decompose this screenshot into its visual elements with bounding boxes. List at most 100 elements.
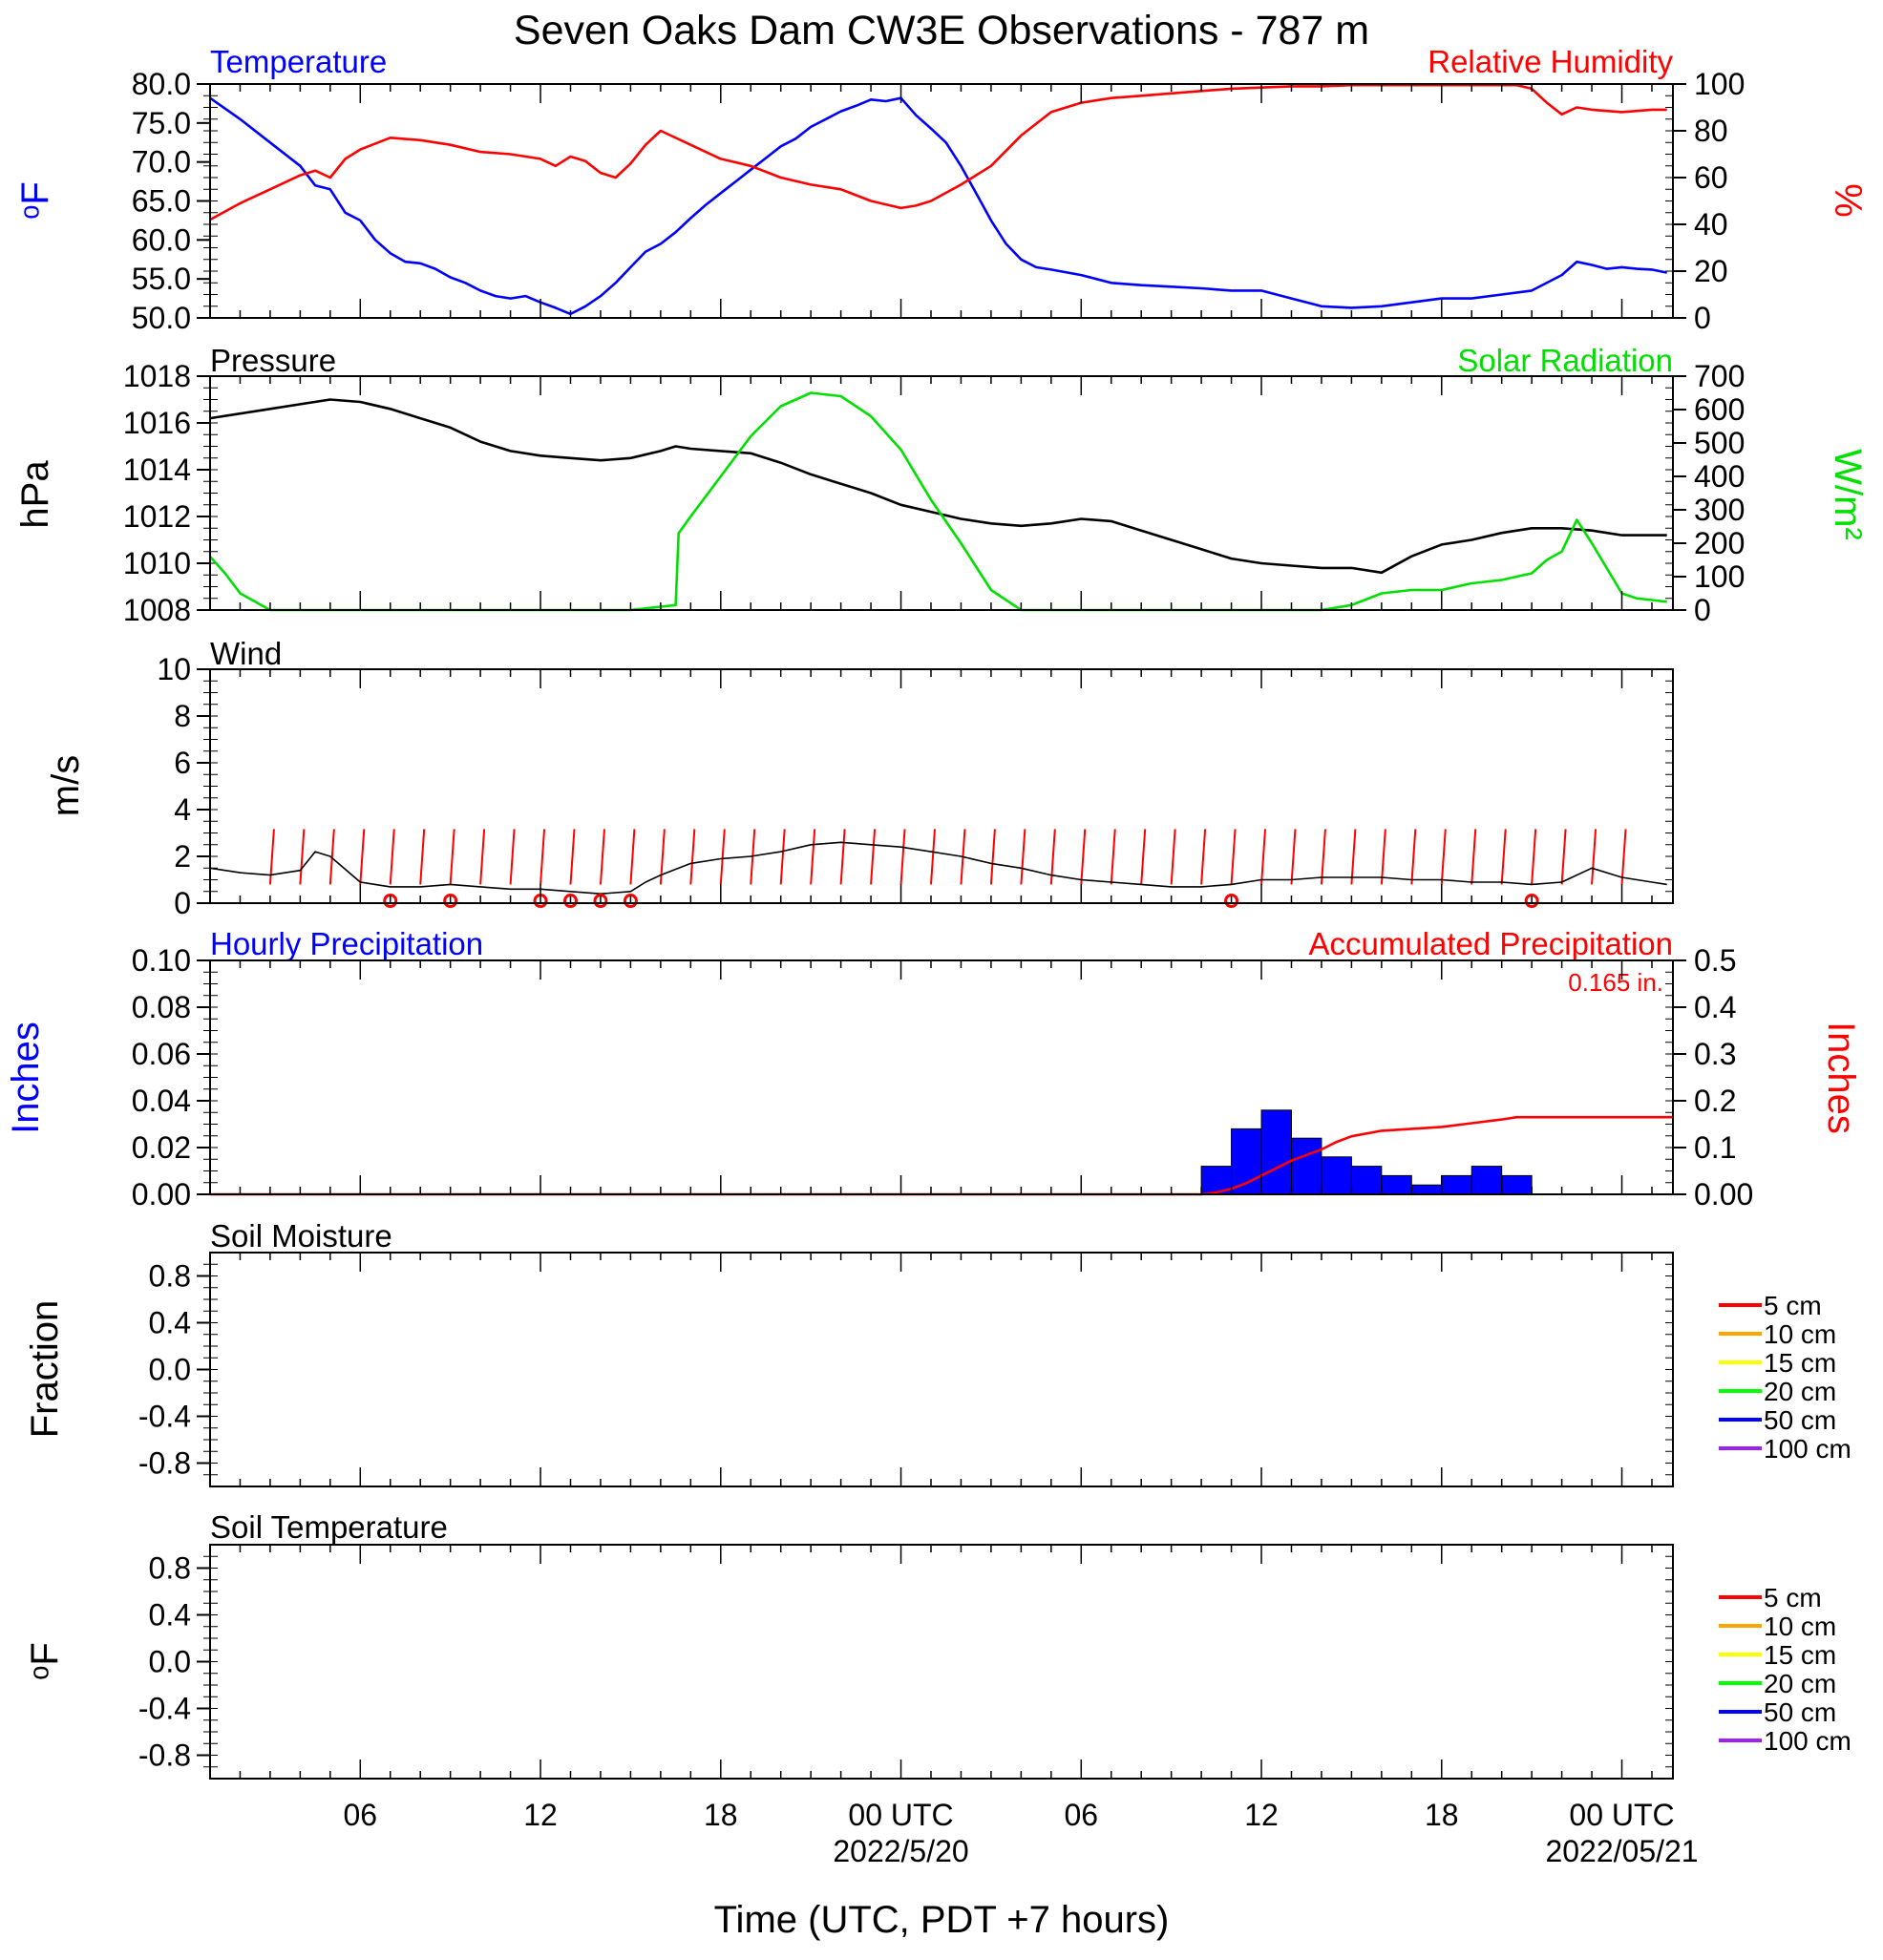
wind-barb	[1230, 829, 1237, 885]
chart-title: Seven Oaks Dam CW3E Observations - 787 m	[514, 8, 1369, 53]
calm-marker	[1524, 894, 1539, 909]
y-right-tick-label: 400	[1694, 459, 1745, 494]
precip-bar	[1410, 1184, 1443, 1195]
pressure-solar-panel: Pressure Solar Radiation hPa W/m² 101810…	[14, 343, 1869, 627]
y-right-tick-label: 300	[1694, 493, 1745, 527]
y-tick-label: 0.10	[132, 943, 191, 978]
y-tick-label: 75.0	[132, 106, 191, 140]
y-right-tick-label: 80	[1694, 114, 1728, 148]
wind-panel: Wind m/s 10 8 6 4 2 0	[45, 636, 1674, 920]
x-tick-label: 12	[523, 1798, 558, 1832]
wind-barb	[1020, 829, 1026, 885]
wind-barb	[1350, 829, 1357, 885]
legend-label: 100 cm	[1764, 1726, 1851, 1756]
y-tick-label: 0	[174, 886, 191, 920]
y-right-tick-label: 0.1	[1694, 1130, 1736, 1165]
wind-speed-line	[209, 841, 1667, 896]
relative-humidity-line	[209, 83, 1667, 221]
hourly-precip-bars	[1200, 1109, 1533, 1195]
soil-temperature-title: Soil Temperature	[210, 1509, 448, 1545]
soil-moisture-title: Soil Moisture	[210, 1218, 392, 1254]
precip-bar	[1321, 1156, 1352, 1195]
soil-temperature-axis-label: ᵒF	[24, 1642, 66, 1680]
y-tick-label: 0.4	[149, 1598, 191, 1633]
wind-barb	[1410, 829, 1417, 885]
pressure-solar-lines	[209, 391, 1667, 612]
humidity-y-ticks: 100 80 60 40 20 0	[1673, 67, 1745, 335]
y-tick-label: 0.06	[132, 1037, 191, 1071]
temperature-humidity-panel: Temperature Relative Humidity ᵒF % 80.0 7…	[14, 44, 1869, 335]
humidity-axis-label: %	[1827, 183, 1869, 218]
temperature-y-ticks: 80.0 75.0 70.0 65.060.0 55.0 50.0	[132, 67, 1673, 335]
y-tick-label: 0.08	[132, 990, 191, 1024]
solar-radiation-line	[209, 391, 1667, 612]
y-right-tick-label: 0.3	[1694, 1037, 1736, 1071]
legend-label: 100 cm	[1764, 1434, 1851, 1464]
wind-barb	[719, 829, 726, 885]
y-tick-label: 70.0	[132, 145, 191, 179]
y-tick-label: 10	[157, 652, 191, 686]
pressure-line	[209, 398, 1667, 575]
legend-label: 50 cm	[1764, 1405, 1836, 1435]
soil-moisture-frame	[209, 1252, 1674, 1487]
wind-line	[209, 841, 1667, 896]
precip-left-axis-label: Inches	[5, 1022, 47, 1134]
wind-barb	[1260, 829, 1267, 885]
x-tick-label: 06	[343, 1798, 377, 1832]
y-tick-label: 1014	[123, 453, 191, 487]
x-tick-label: 18	[1425, 1798, 1459, 1832]
y-tick-label: 1010	[123, 546, 191, 580]
y-tick-label: 0.0	[149, 1353, 191, 1387]
legend-label: 5 cm	[1764, 1291, 1822, 1320]
wind-barb	[1170, 829, 1176, 885]
calm-marker	[443, 894, 458, 909]
wind-barb	[268, 829, 275, 885]
wind-barb	[779, 829, 786, 885]
y-right-tick-label: 0.4	[1694, 990, 1736, 1024]
wind-barb	[1080, 829, 1087, 885]
temperature-title: Temperature	[210, 44, 387, 79]
x-date-label: 2022/05/21	[1545, 1834, 1698, 1868]
calm-marker	[1224, 894, 1239, 909]
temperature-line	[209, 96, 1667, 316]
y-tick-label: 8	[174, 699, 191, 733]
calm-marker	[623, 894, 638, 909]
wind-barb	[870, 829, 877, 885]
wind-barb	[929, 829, 936, 885]
wind-barb	[629, 829, 636, 885]
wind-barb	[599, 829, 605, 885]
soil-moisture-y-ticks: 0.8 0.4 0.0 -0.4 -0.8	[138, 1259, 1673, 1481]
y-right-tick-label: 100	[1694, 67, 1745, 101]
precip-bar	[1381, 1174, 1412, 1195]
precipitation-panel: Hourly Precipitation Accumulated Precipi…	[5, 926, 1862, 1212]
y-tick-label: 0.02	[132, 1130, 191, 1165]
wind-barb	[989, 829, 996, 885]
y-right-tick-label: 100	[1694, 559, 1745, 594]
wind-frame	[209, 668, 1674, 904]
precip-bar	[1501, 1174, 1533, 1195]
accum-precip-title: Accumulated Precipitation	[1308, 926, 1673, 961]
y-tick-label: 0.8	[149, 1259, 191, 1294]
y-right-tick-label: 0.00	[1694, 1177, 1753, 1212]
y-right-tick-label: 60	[1694, 160, 1728, 195]
wind-barb	[810, 829, 816, 885]
humidity-title: Relative Humidity	[1428, 44, 1673, 79]
y-right-tick-label: 500	[1694, 426, 1745, 460]
wind-barb	[1200, 829, 1207, 885]
y-tick-label: 0.8	[149, 1551, 191, 1586]
y-tick-label: 4	[174, 792, 191, 827]
precip-bar	[1350, 1166, 1383, 1195]
accumulated-precipitation-line	[210, 1115, 1673, 1196]
wind-barb	[899, 829, 906, 885]
x-date-label: 2022/5/20	[833, 1834, 968, 1868]
legend-label: 15 cm	[1764, 1348, 1836, 1378]
soil-temperature-panel: Soil Temperature ᵒF 0.8 0.4 0.0 -0.4 -0.8 5 …	[24, 1509, 1851, 1780]
wind-barb	[839, 829, 846, 885]
wind-barb	[1140, 829, 1147, 885]
y-tick-label: -0.4	[138, 1400, 191, 1434]
y-tick-label: 1018	[123, 359, 191, 393]
y-right-tick-label: 700	[1694, 359, 1745, 393]
wind-barb	[689, 829, 696, 885]
